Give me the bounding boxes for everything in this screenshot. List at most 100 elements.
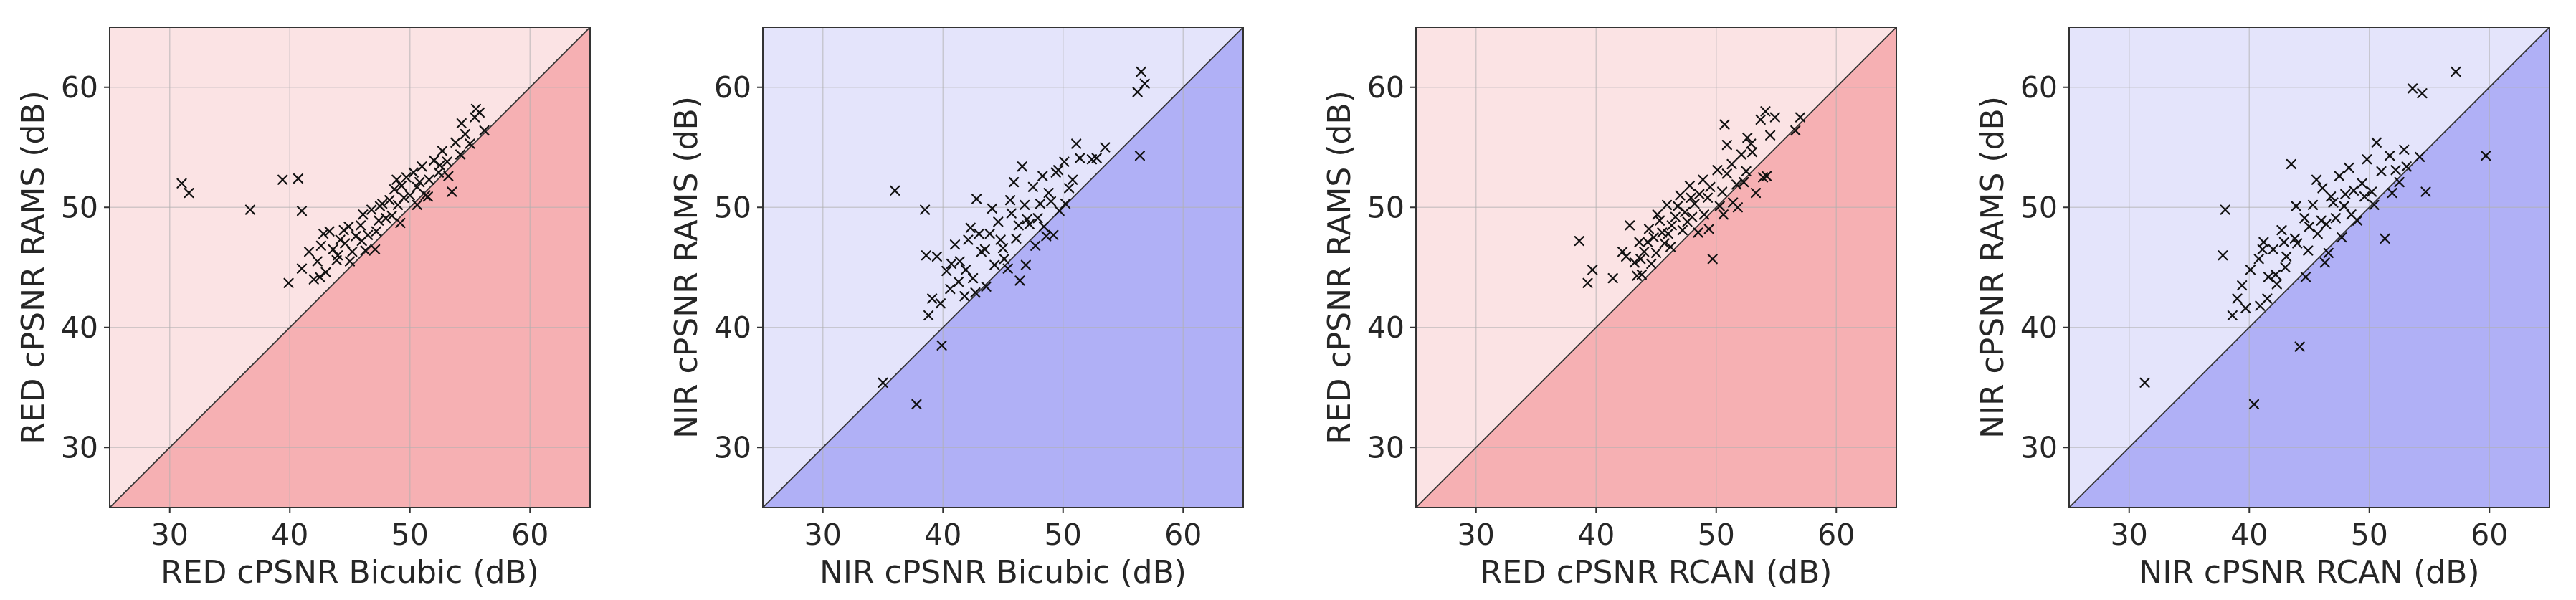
scatter-point — [479, 125, 490, 136]
scatter-point — [2276, 224, 2287, 236]
scatter-point — [442, 156, 452, 167]
scatter-point — [2248, 399, 2260, 410]
y-tick-label: 30 — [714, 430, 751, 465]
scatter-point — [424, 174, 434, 185]
scatter-point — [2237, 280, 2248, 291]
scatter-point — [399, 192, 409, 203]
y-tick-label: 40 — [2020, 310, 2058, 345]
scatter-point — [927, 293, 938, 304]
scatter-point — [1139, 78, 1150, 89]
scatter-point — [324, 226, 335, 237]
scatter-point — [890, 185, 900, 196]
scatter-point — [1043, 188, 1054, 199]
scatter-point — [328, 244, 338, 254]
scatter-point — [455, 149, 466, 160]
scatter-point — [1718, 209, 1729, 220]
scatter-point — [437, 146, 448, 156]
scatter-point — [1765, 130, 1776, 141]
y-tick-label: 60 — [2020, 70, 2058, 105]
scatter-point — [1052, 165, 1064, 176]
scatter-point — [343, 221, 354, 232]
scatter-point — [2328, 197, 2339, 208]
scatter-point — [344, 256, 356, 267]
x-tick-label: 60 — [1164, 518, 1202, 552]
scatter-point — [963, 234, 974, 245]
scatter-point — [2299, 213, 2310, 224]
scatter-point — [412, 199, 422, 210]
scatter-point — [1795, 112, 1806, 123]
scatter-point — [1634, 237, 1645, 247]
scatter-point — [997, 243, 1009, 254]
scatter-point — [999, 254, 1009, 265]
x-tick-label: 60 — [511, 518, 548, 552]
scatter-point — [1742, 133, 1753, 143]
y-tick-label: 60 — [61, 70, 98, 105]
scatter-point — [959, 291, 970, 302]
scatter-point — [968, 272, 979, 284]
scatter-point — [1694, 189, 1705, 199]
scatter-point — [1629, 257, 1640, 268]
scatter-point — [1736, 149, 1747, 160]
y-tick-label: 50 — [714, 190, 751, 224]
scatter-point — [1132, 87, 1143, 97]
scatter-point — [404, 190, 415, 201]
scatter-point — [2240, 303, 2251, 314]
scatter-point — [941, 265, 952, 277]
scatter-point — [374, 215, 384, 226]
scatter-point — [396, 181, 407, 191]
x-tick-label: 50 — [391, 518, 429, 552]
scatter-point — [935, 298, 946, 309]
scatter-point — [420, 190, 431, 201]
scatter-point — [1652, 209, 1663, 220]
scatter-point — [2339, 201, 2349, 211]
scatter-point — [1632, 270, 1643, 281]
scatter-point — [2394, 176, 2405, 188]
scatter-point — [2340, 189, 2351, 199]
scatter-point — [1038, 221, 1050, 232]
y-tick-label: 30 — [2020, 430, 2058, 465]
scatter-point — [1071, 138, 1082, 149]
scatter-point — [1024, 219, 1035, 229]
scatter-point — [1750, 188, 1762, 199]
scatter-point — [312, 256, 323, 267]
scatter-point — [1635, 254, 1646, 265]
scatter-point — [358, 209, 369, 220]
scatter-point — [1059, 156, 1070, 167]
scatter-point — [1654, 215, 1665, 226]
scatter-point — [456, 118, 467, 129]
scatter-point — [351, 231, 361, 242]
scatter-point — [1054, 206, 1065, 216]
scatter-point — [338, 224, 349, 236]
scatter-point — [1746, 138, 1757, 149]
scatter-point — [1075, 153, 1085, 163]
scatter-point — [2344, 162, 2354, 173]
scatter-point — [1643, 224, 1655, 234]
scatter-point — [1790, 125, 1801, 136]
scatter-point — [2359, 191, 2370, 202]
scatter-point — [2268, 244, 2278, 254]
scatter-point — [1617, 247, 1628, 257]
scatter-point — [392, 199, 404, 210]
scatter-point — [447, 186, 457, 197]
plot-frame — [2068, 27, 2550, 508]
x-tick-label: 50 — [2351, 518, 2388, 552]
scatter-point — [1755, 114, 1766, 125]
scatter-point — [1008, 176, 1020, 188]
scatter-point — [911, 399, 922, 410]
scatter-point — [931, 251, 942, 262]
scatter-point — [1698, 209, 1710, 220]
x-axis-label: RED cPSNR RCAN (dB) — [1481, 554, 1833, 591]
scatter-point — [1020, 199, 1030, 210]
scatter-point — [953, 277, 964, 287]
scatter-point — [2346, 209, 2357, 220]
scatter-point — [946, 258, 957, 270]
scatter-point — [2307, 199, 2319, 210]
scatter-point — [2369, 199, 2380, 210]
y-axis-label: NIR cPSNR RAMS (dB) — [1974, 96, 2011, 439]
scatter-point — [381, 213, 391, 224]
scatter-point — [2292, 238, 2303, 249]
x-tick-label: 60 — [2471, 518, 2508, 552]
